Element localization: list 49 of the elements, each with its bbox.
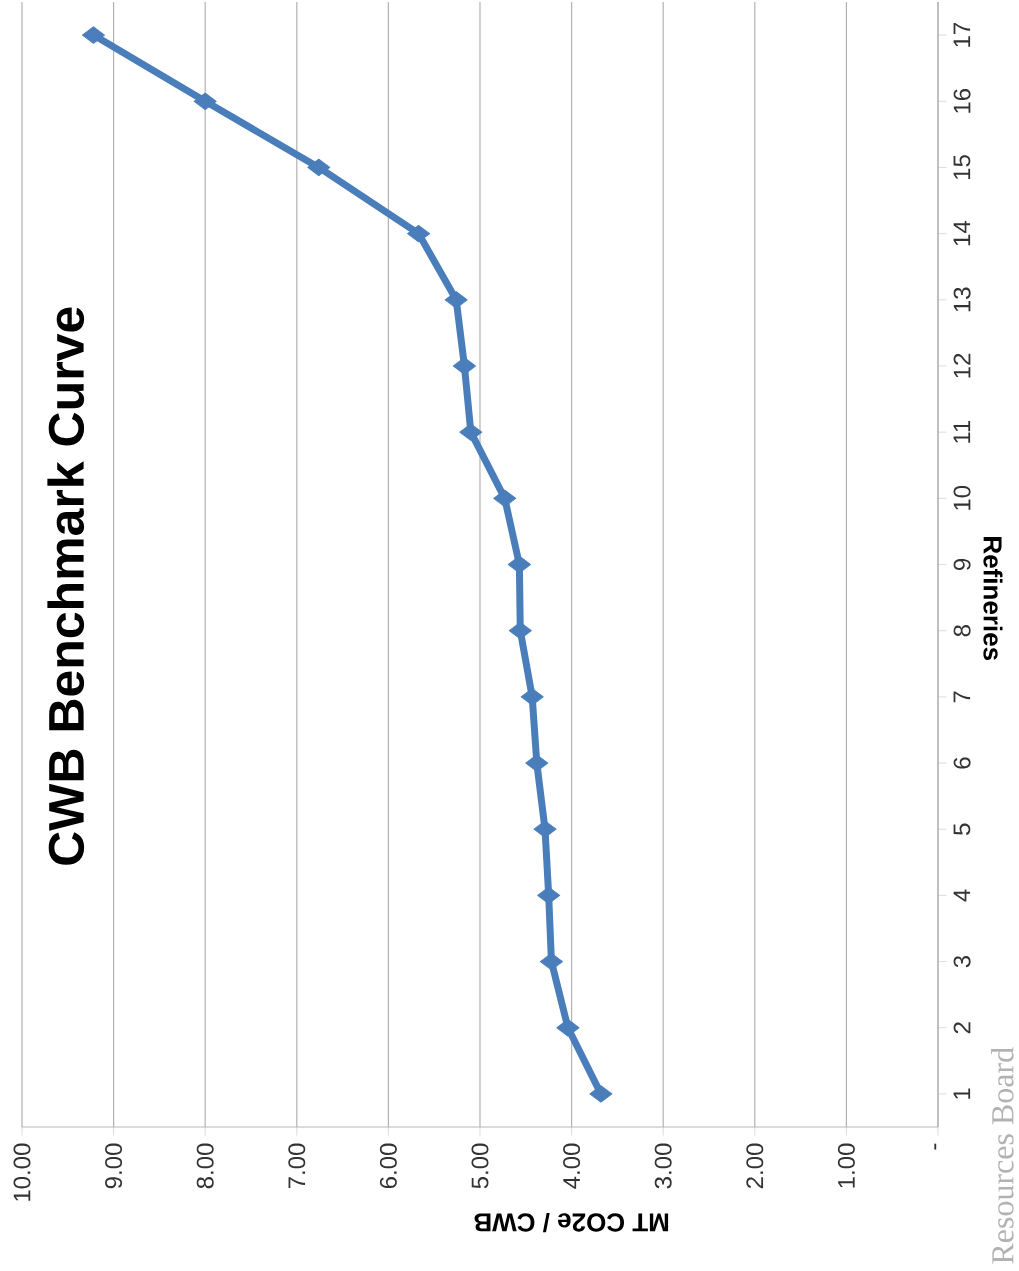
point bbox=[407, 224, 431, 243]
x-tick-label: 7.00 bbox=[288, 1143, 306, 1189]
x-tick-label: 5.00 bbox=[471, 1143, 489, 1189]
x-tick-label: - bbox=[934, 1143, 937, 1150]
point bbox=[444, 291, 468, 309]
y-tick-label: 5 bbox=[953, 823, 971, 835]
point bbox=[525, 754, 549, 772]
y-tick-label: 6 bbox=[953, 757, 971, 769]
text: Resources Board bbox=[991, 1047, 1014, 1264]
point bbox=[537, 886, 561, 905]
y-tick-label: 10 bbox=[953, 485, 971, 510]
point bbox=[452, 357, 476, 375]
point bbox=[493, 489, 517, 508]
y-tick-label: 14 bbox=[953, 220, 971, 246]
y-tick-label: 17 bbox=[953, 22, 971, 47]
y-tick-label: 12 bbox=[953, 353, 971, 378]
y-tick-label: 11 bbox=[953, 420, 971, 443]
y-tick-label: 9 bbox=[953, 558, 971, 571]
point bbox=[193, 92, 217, 111]
x-tick-label: 10.00 bbox=[13, 1143, 31, 1201]
y-tick-label: 4 bbox=[953, 889, 971, 902]
y-axis-title: Refineries bbox=[983, 537, 1003, 661]
point bbox=[508, 621, 532, 640]
x-axis-title: MT CO2e / CWB bbox=[474, 1212, 669, 1233]
x-tick-label: 6.00 bbox=[379, 1143, 397, 1189]
point bbox=[507, 555, 531, 574]
x-tick-label: 3.00 bbox=[654, 1143, 672, 1189]
point bbox=[556, 1019, 580, 1037]
text: CWB Benchmark Curve bbox=[47, 307, 85, 865]
x-tick-label: 8.00 bbox=[196, 1143, 214, 1189]
x-tick-label: 9.00 bbox=[105, 1143, 123, 1189]
x-tick-label: 1.00 bbox=[837, 1143, 855, 1188]
point bbox=[539, 952, 563, 971]
point bbox=[81, 26, 105, 44]
x-tick-label: 4.00 bbox=[563, 1143, 581, 1189]
point bbox=[533, 820, 557, 838]
y-tick-label: 3 bbox=[953, 955, 971, 968]
point bbox=[307, 158, 331, 177]
y-tick-label: 16 bbox=[953, 88, 971, 113]
y-tick-label: 15 bbox=[953, 155, 971, 179]
point bbox=[589, 1085, 613, 1103]
y-tick-label: 1 bbox=[953, 1088, 971, 1099]
y-tick-label: 2 bbox=[953, 1022, 971, 1034]
point bbox=[520, 688, 544, 706]
point bbox=[459, 423, 483, 441]
y-tick-label: 8 bbox=[953, 625, 971, 637]
y-tick-label: 7 bbox=[953, 691, 971, 703]
x-tick-label: 2.00 bbox=[746, 1143, 764, 1189]
y-tick-label: 13 bbox=[953, 287, 971, 312]
